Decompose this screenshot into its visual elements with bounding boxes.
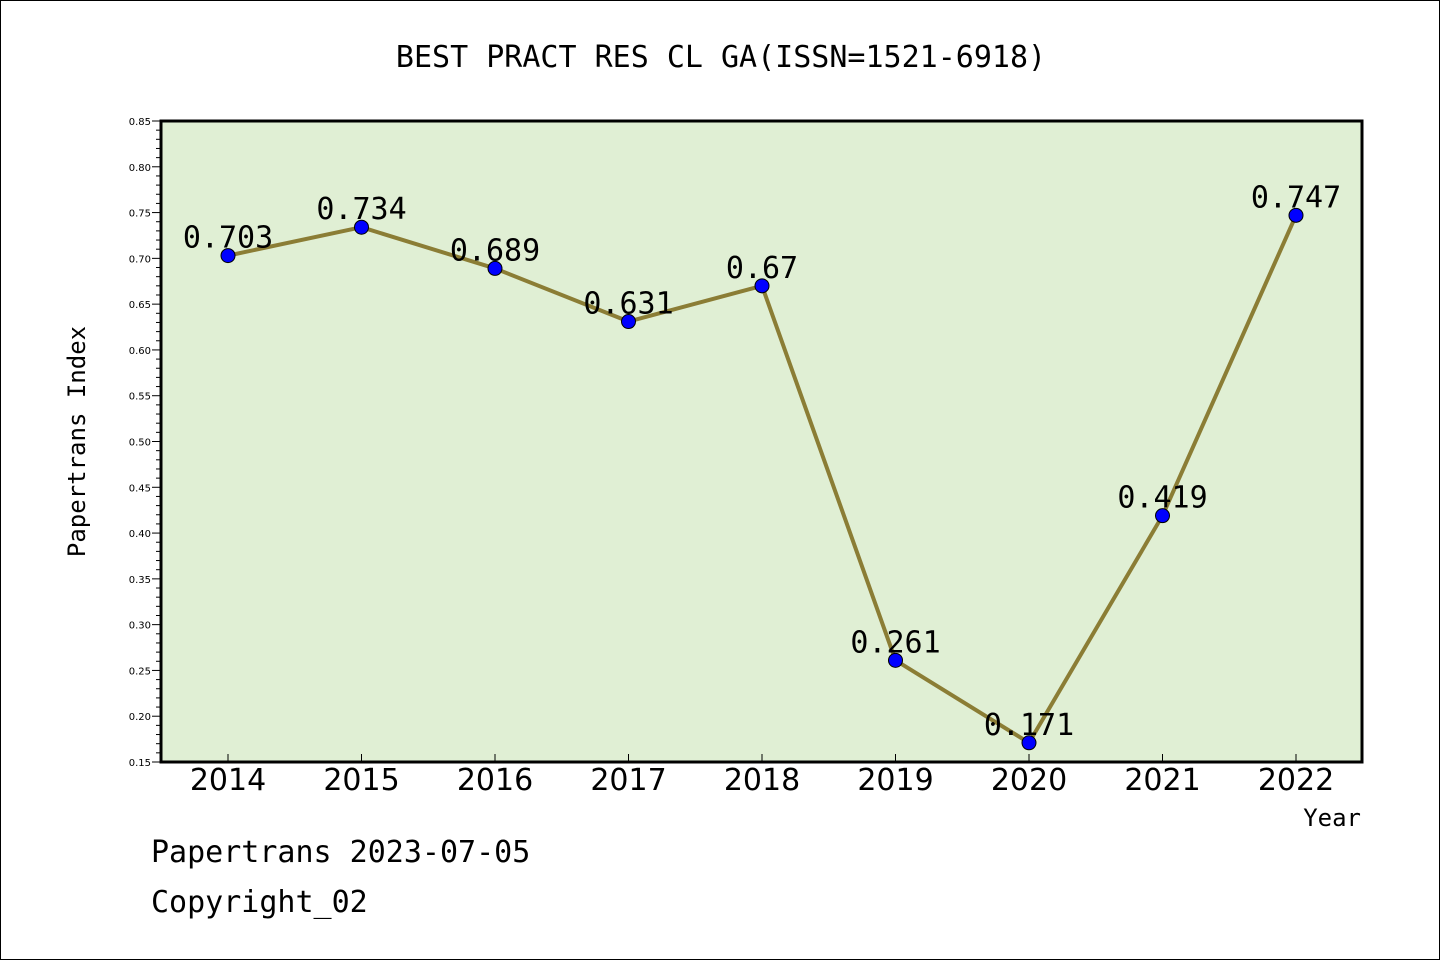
data-point xyxy=(1155,508,1170,524)
y-tick-label: 0.70 xyxy=(129,254,151,265)
data-label: 0.261 xyxy=(850,625,940,660)
chart-title: BEST PRACT RES CL GA(ISSN=1521-6918) xyxy=(396,40,1046,75)
x-tick-label: 2016 xyxy=(457,763,533,798)
y-tick-label: 0.65 xyxy=(129,300,151,311)
y-tick-label: 0.60 xyxy=(129,346,151,357)
y-tick-label: 0.45 xyxy=(129,483,151,494)
data-point xyxy=(621,314,636,330)
y-tick-label: 0.40 xyxy=(129,529,151,540)
plot-border xyxy=(159,119,1364,764)
y-tick-label: 0.75 xyxy=(129,209,151,220)
x-tick-label: 2018 xyxy=(724,763,800,798)
y-tick-label: 0.80 xyxy=(129,163,151,174)
y-tick-label: 0.50 xyxy=(129,438,151,449)
x-tick-label: 2021 xyxy=(1124,763,1200,798)
y-tick-label: 0.25 xyxy=(129,666,151,677)
y-tick-label: 0.85 xyxy=(129,117,151,128)
data-label: 0.171 xyxy=(984,708,1074,743)
data-label: 0.703 xyxy=(183,221,273,256)
data-point xyxy=(888,652,903,668)
y-axis-label: Papertrans Index xyxy=(63,326,91,557)
x-tick-label: 2014 xyxy=(190,763,266,798)
data-label: 0.747 xyxy=(1251,180,1341,215)
x-tick-label: 2020 xyxy=(991,763,1067,798)
footer-copyright-text: Copyright_02 xyxy=(151,885,368,920)
data-label: 0.419 xyxy=(1117,481,1207,516)
x-tick-label: 2015 xyxy=(323,763,399,798)
x-tick-label: 2019 xyxy=(857,763,933,798)
data-point xyxy=(1021,735,1037,751)
data-label: 0.67 xyxy=(726,251,798,286)
data-point xyxy=(754,278,770,294)
data-point xyxy=(1288,207,1304,223)
x-tick-label: 2022 xyxy=(1258,763,1334,798)
footer-date-text: Papertrans 2023-07-05 xyxy=(151,835,531,870)
y-tick-label: 0.30 xyxy=(129,621,151,632)
x-tick-label: 2017 xyxy=(590,763,666,798)
data-label: 0.689 xyxy=(450,233,540,268)
data-point xyxy=(220,248,236,264)
y-tick-label: 0.15 xyxy=(129,758,151,769)
y-tick-label: 0.20 xyxy=(129,712,151,723)
data-point xyxy=(354,219,369,235)
data-point xyxy=(487,260,503,276)
y-tick-label: 0.55 xyxy=(129,392,151,403)
data-label: 0.631 xyxy=(583,287,673,322)
data-label: 0.734 xyxy=(316,192,406,227)
x-axis-label: Year xyxy=(1303,804,1361,832)
y-tick-label: 0.35 xyxy=(129,575,151,586)
